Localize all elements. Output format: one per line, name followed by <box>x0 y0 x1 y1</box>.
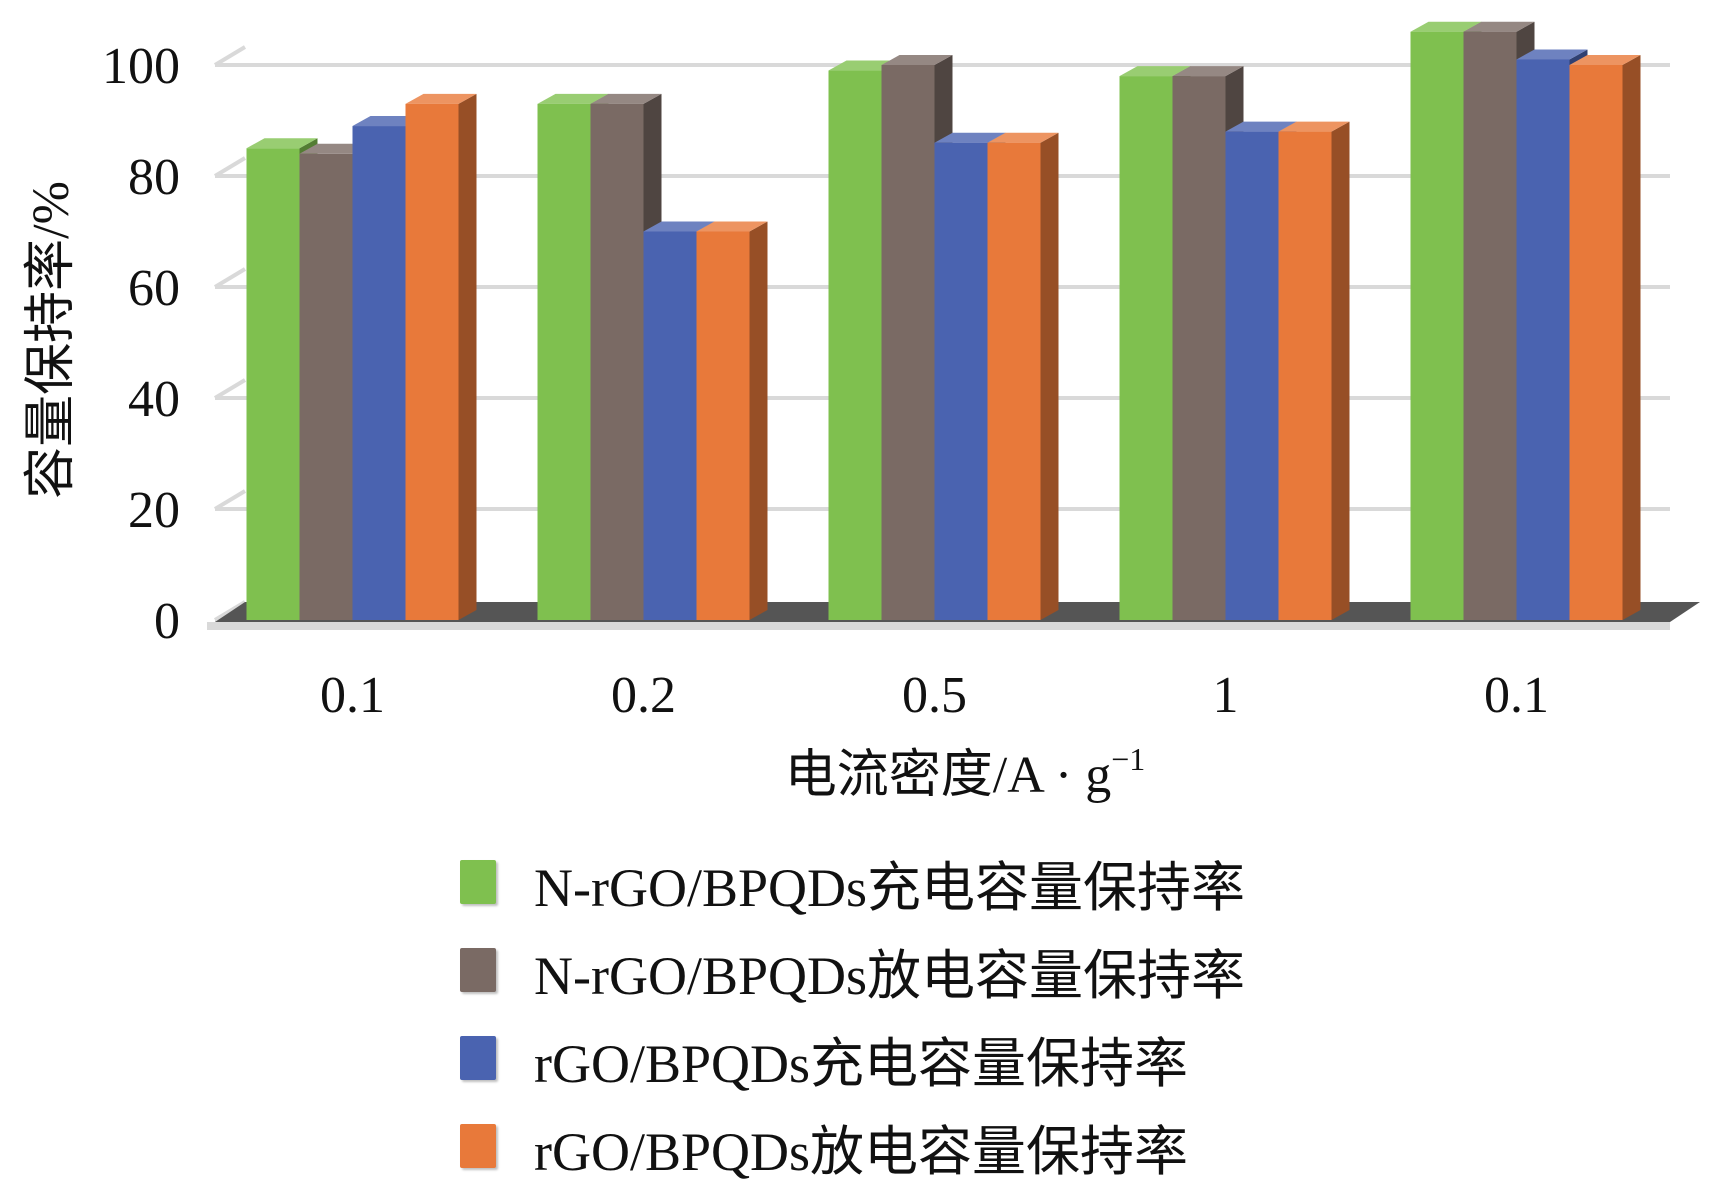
bar-top <box>643 221 715 232</box>
legend-item: N-rGO/BPQDs放电容量保持率 <box>460 926 1245 1014</box>
bar-front <box>987 142 1041 620</box>
x-tick-label: 1 <box>1213 667 1239 724</box>
bar-front <box>1278 131 1332 620</box>
bar-side <box>1331 121 1350 620</box>
bar-side <box>458 93 477 621</box>
bar-top <box>1119 66 1191 77</box>
gridline-depth <box>213 378 247 400</box>
gridline-depth <box>213 156 247 178</box>
bar-top <box>537 93 609 104</box>
floor-front <box>207 622 1670 630</box>
x-tick-label: 0.2 <box>611 667 676 724</box>
bar-3-1 <box>696 221 768 620</box>
bar-front <box>1410 31 1464 620</box>
bar-top <box>405 93 477 104</box>
bar-front <box>643 231 697 620</box>
legend-item: rGO/BPQDs放电容量保持率 <box>460 1102 1245 1190</box>
gridline-depth <box>213 267 247 289</box>
bar-top <box>1172 66 1244 77</box>
bar-3-4 <box>1569 55 1641 620</box>
bar-3-2 <box>987 132 1059 620</box>
legend-swatch <box>460 1036 496 1080</box>
legend: N-rGO/BPQDs充电容量保持率 N-rGO/BPQDs放电容量保持率 rGO/… <box>460 838 1245 1190</box>
bar-front <box>590 103 644 621</box>
bar-front <box>934 142 988 620</box>
legend-item: N-rGO/BPQDs充电容量保持率 <box>460 838 1245 926</box>
y-tick-label: 60 <box>128 260 180 317</box>
bar-top <box>1278 121 1350 132</box>
bar-top <box>881 55 953 65</box>
y-tick-labels: 0 20 40 60 80 100 <box>102 38 180 650</box>
bar-top <box>934 132 1006 143</box>
y-tick-label: 80 <box>128 149 180 206</box>
bars <box>246 21 1641 621</box>
bar-front <box>1225 131 1279 620</box>
x-axis-title-superscript: −1 <box>1111 741 1145 777</box>
bar-front <box>405 103 459 621</box>
bar-top <box>696 221 768 232</box>
bar-chart: 0 20 40 60 80 100 0.1 0.2 0.5 1 0.1 容量保持率/% 电流密度/… <box>23 21 1700 804</box>
bar-3-3 <box>1278 121 1350 620</box>
bar-top <box>987 132 1059 143</box>
bar-front <box>537 103 591 621</box>
bar-front <box>696 231 750 620</box>
bar-top <box>1569 55 1641 65</box>
bar-front <box>246 148 300 620</box>
bar-3-0 <box>405 93 477 621</box>
bar-front <box>1119 76 1173 621</box>
bar-side <box>749 221 768 620</box>
bar-front <box>828 70 882 621</box>
bar-front <box>352 126 406 621</box>
y-tick-label: 20 <box>128 482 180 539</box>
bar-top <box>246 138 318 149</box>
bar-front <box>1172 76 1226 621</box>
x-tick-label: 0.1 <box>320 667 385 724</box>
legend-label: rGO/BPQDs放电容量保持率 <box>534 1121 1189 1182</box>
legend-swatch <box>460 860 496 904</box>
bar-top <box>1225 121 1297 132</box>
bar-front <box>1516 59 1570 620</box>
legend-item: rGO/BPQDs充电容量保持率 <box>460 1014 1245 1102</box>
gridline-depth <box>213 489 247 511</box>
bar-front <box>1569 65 1623 620</box>
bar-side <box>1622 55 1641 620</box>
bar-front <box>299 153 353 621</box>
y-axis-title: 容量保持率/% <box>23 181 80 499</box>
bar-front <box>881 65 935 620</box>
bar-top <box>1463 21 1535 32</box>
y-tick-label: 100 <box>102 38 180 95</box>
y-tick-label: 40 <box>128 371 180 428</box>
x-axis-title-main: 电流密度/A · g <box>785 747 1111 804</box>
bar-top <box>1516 49 1588 60</box>
x-tick-label: 0.1 <box>1484 667 1549 724</box>
legend-label: N-rGO/BPQDs放电容量保持率 <box>534 945 1246 1006</box>
gridline-depth <box>213 600 247 622</box>
legend-swatch <box>460 948 496 992</box>
bar-top <box>1410 21 1482 32</box>
bar-side <box>1040 132 1059 620</box>
legend-label: N-rGO/BPQDs充电容量保持率 <box>534 857 1246 918</box>
x-tick-label: 0.5 <box>902 667 967 724</box>
y-tick-label: 0 <box>154 593 180 650</box>
x-axis-title: 电流密度/A · g−1 <box>785 741 1146 804</box>
bar-front <box>1463 31 1517 620</box>
legend-swatch <box>460 1124 496 1168</box>
x-tick-labels: 0.1 0.2 0.5 1 0.1 <box>320 667 1549 724</box>
bar-top <box>590 93 662 104</box>
legend-label: rGO/BPQDs充电容量保持率 <box>534 1033 1189 1094</box>
gridline-depth <box>213 45 247 67</box>
